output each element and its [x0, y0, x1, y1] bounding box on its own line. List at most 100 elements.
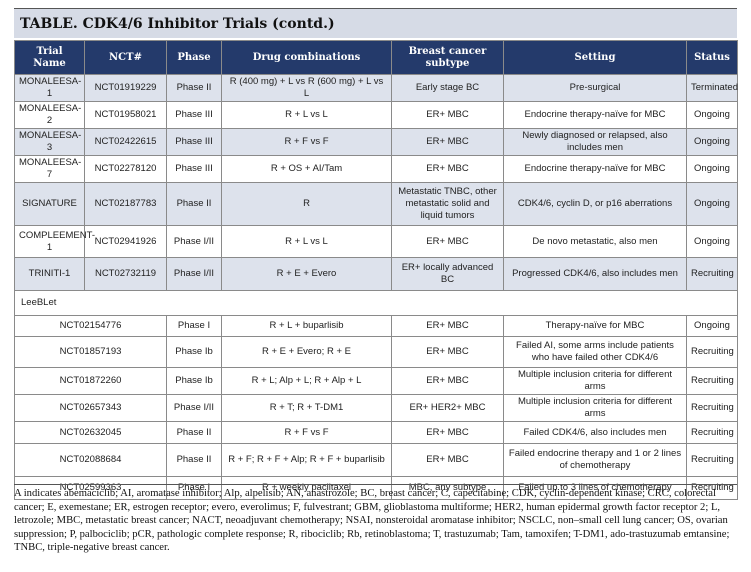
- table-cell: NCT01857193: [14, 336, 167, 368]
- table-cell: R + L vs L: [221, 225, 392, 258]
- table-cell: Recruiting: [686, 443, 738, 477]
- table-cell: NCT02278120: [84, 155, 167, 183]
- table-cell: Ongoing: [686, 155, 738, 183]
- table-cell: MONALEESA-3: [14, 128, 85, 156]
- table-cell: NCT02088684: [14, 443, 167, 477]
- table-cell: ER+ MBC: [391, 225, 504, 258]
- table-row: SIGNATURE NCT02187783 Phase II R Metastatic …: [14, 182, 738, 226]
- table-row: MONALEESA-3 NCT02422615 Phase III R + F vs …: [14, 128, 738, 156]
- table-cell: Metastatic TNBC, other metastatic solid …: [391, 182, 504, 226]
- table-cell: ER+ MBC: [391, 101, 504, 129]
- table-row: NCT02632045 Phase II R + F vs F ER+ MBC Fail…: [14, 421, 738, 444]
- table-cell: Endocrine therapy-naïve for MBC: [503, 155, 687, 183]
- table-cell: NCT01872260: [14, 367, 167, 395]
- table-cell: R + L vs L: [221, 101, 392, 129]
- table-cell: Phase I/II: [166, 394, 222, 422]
- table-cell: Phase I/II: [166, 257, 222, 291]
- table-cell: R + F; R + F + Alp; R + F + buparlisib: [221, 443, 392, 477]
- table-row: NCT01872260 Phase Ib R + L; Alp + L; R + A…: [14, 367, 738, 395]
- section-row: LeeBLet: [14, 290, 738, 316]
- table-cell: NCT02154776: [14, 315, 167, 337]
- column-header: Phase: [166, 40, 222, 75]
- column-header: Drug combinations: [221, 40, 392, 75]
- table-cell: NCT02941926: [84, 225, 167, 258]
- table-cell: Phase III: [166, 155, 222, 183]
- table-cell: Phase III: [166, 101, 222, 129]
- table-cell: De novo metastatic, also men: [503, 225, 687, 258]
- table-cell: MONALEESA-1: [14, 74, 85, 102]
- section-label: LeeBLet: [14, 290, 738, 316]
- table-cell: SIGNATURE: [14, 182, 85, 226]
- column-header: Status: [686, 40, 738, 75]
- table-cell: Recruiting: [686, 394, 738, 422]
- table-cell: NCT02657343: [14, 394, 167, 422]
- table-cell: Phase II: [166, 74, 222, 102]
- table-cell: R (400 mg) + L vs R (600 mg) + L vs L: [221, 74, 392, 102]
- table-cell: Multiple inclusion criteria for differen…: [503, 367, 687, 395]
- table-cell: TRINITI-1: [14, 257, 85, 291]
- table-row: COMPLEEMENT-1 NCT02941926 Phase I/II R + L …: [14, 225, 738, 258]
- table-cell: ER+ MBC: [391, 315, 504, 337]
- table-cell: Recruiting: [686, 476, 738, 500]
- table-cell: Early stage BC: [391, 74, 504, 102]
- table-cell: MONALEESA-2: [14, 101, 85, 129]
- table-cell: R + F vs F: [221, 128, 392, 156]
- table-cell: COMPLEEMENT-1: [14, 225, 95, 258]
- table-cell: MBC, any subtype: [391, 476, 504, 500]
- table-cell: Phase II: [166, 443, 222, 477]
- table-cell: Phase Ib: [166, 336, 222, 368]
- table-title: TABLE. CDK4/6 Inhibitor Trials (contd.): [14, 8, 737, 38]
- table-cell: R: [221, 182, 392, 226]
- table-cell: CDK4/6, cyclin D, or p16 aberrations: [503, 182, 687, 226]
- table-cell: Ongoing: [686, 101, 738, 129]
- table-row: MONALEESA-1 NCT01919229 Phase II R (400 mg)…: [14, 74, 738, 102]
- table-cell: ER+ MBC: [391, 443, 504, 477]
- table-cell: NCT02187783: [84, 182, 167, 226]
- table-cell: ER+ MBC: [391, 367, 504, 395]
- table-cell: R + OS + AI/Tam: [221, 155, 392, 183]
- table-cell: Ongoing: [686, 128, 738, 156]
- table-cell: Phase I: [166, 315, 222, 337]
- table-cell: ER+ MBC: [391, 128, 504, 156]
- table-cell: Phase II: [166, 182, 222, 226]
- table-cell: R + E + Evero; R + E: [221, 336, 392, 368]
- table-cell: Endocrine therapy-naïve for MBC: [503, 101, 687, 129]
- table-cell: Failed CDK4/6, also includes men: [503, 421, 687, 444]
- table-row: NCT02657343 Phase I/II R + T; R + T-DM1 ER+…: [14, 394, 738, 422]
- table-cell: Ongoing: [686, 315, 738, 337]
- table-row: MONALEESA-2 NCT01958021 Phase III R + L vs …: [14, 101, 738, 129]
- table-cell: R + T; R + T-DM1: [221, 394, 392, 422]
- column-header: Setting: [503, 40, 687, 75]
- table-cell: ER+ HER2+ MBC: [391, 394, 504, 422]
- table-cell: NCT02599363: [14, 476, 167, 500]
- table-cell: Newly diagnosed or relapsed, also includ…: [503, 128, 687, 156]
- table-cell: NCT02422615: [84, 128, 167, 156]
- table-cell: Failed AI, some arms include patients wh…: [503, 336, 687, 368]
- table-cell: Phase III: [166, 128, 222, 156]
- table-cell: NCT02632045: [14, 421, 167, 444]
- table-cell: NCT01958021: [84, 101, 167, 129]
- table-cell: R + E + Evero: [221, 257, 392, 291]
- table-cell: Ongoing: [686, 225, 738, 258]
- column-header: Breast cancer subtype: [391, 40, 504, 75]
- table-row: NCT02088684 Phase II R + F; R + F + Alp; R…: [14, 443, 738, 477]
- table-cell: Phase I/II: [166, 225, 222, 258]
- table-cell: Therapy-naïve for MBC: [503, 315, 687, 337]
- table-cell: ER+ MBC: [391, 421, 504, 444]
- table-cell: NCT02732119: [84, 257, 167, 291]
- header-row: Trial Name NCT# Phase Drug combinations Brea…: [14, 40, 738, 75]
- table-cell: R + F vs F: [221, 421, 392, 444]
- column-header: NCT#: [84, 40, 167, 75]
- table-cell: Ongoing: [686, 182, 738, 226]
- table-cell: NCT01919229: [84, 74, 167, 102]
- table-cell: Pre-surgical: [503, 74, 687, 102]
- table-cell: Recruiting: [686, 257, 738, 291]
- table-cell: Phase Ib: [166, 367, 222, 395]
- table-cell: MONALEESA-7: [14, 155, 85, 183]
- table-cell: Progressed CDK4/6, also includes men: [503, 257, 687, 291]
- table-cell: Recruiting: [686, 421, 738, 444]
- table-row: TRINITI-1 NCT02732119 Phase I/II R + E + Ev…: [14, 257, 738, 291]
